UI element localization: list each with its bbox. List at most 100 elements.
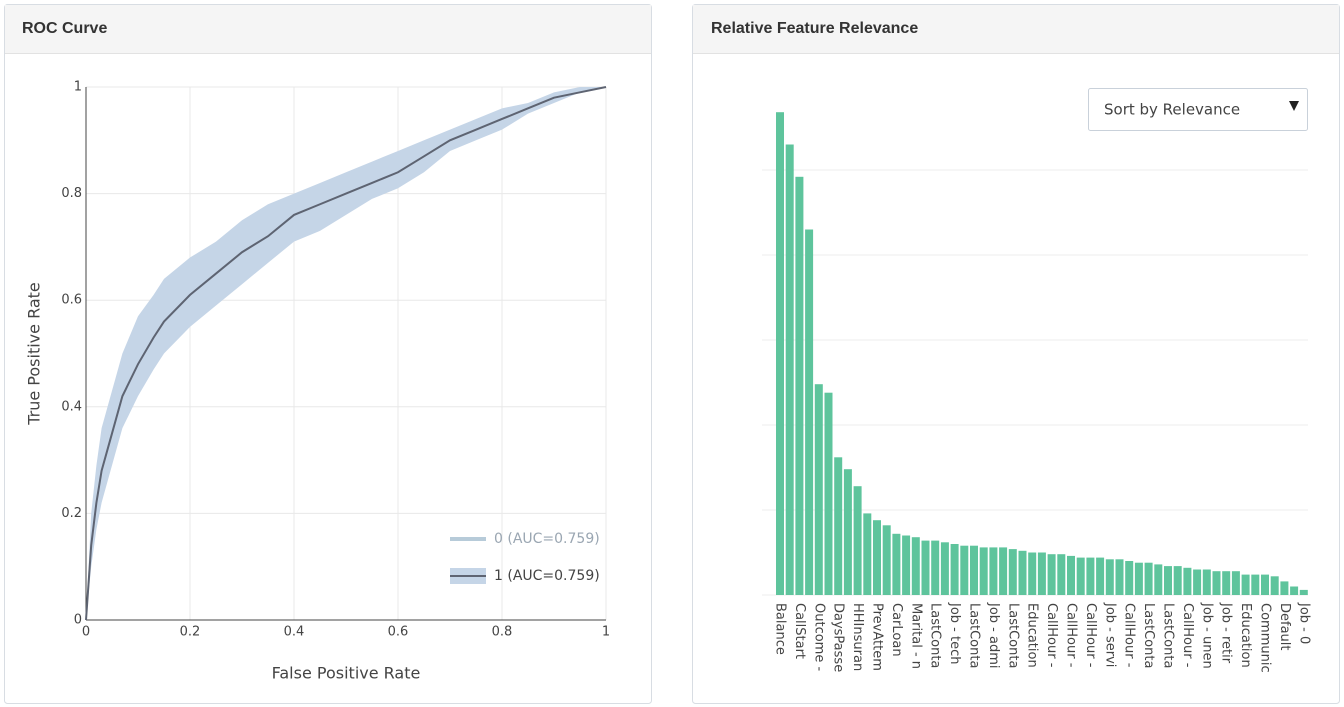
bar xyxy=(824,392,833,595)
x-tick-label: Job - 0 xyxy=(1296,602,1311,644)
bar xyxy=(1037,552,1046,595)
x-tick-label: Education xyxy=(1238,603,1253,668)
x-tick-label: 0.6 xyxy=(388,625,409,640)
bar xyxy=(1173,566,1182,595)
bar xyxy=(1183,567,1192,595)
bar xyxy=(882,525,891,595)
bar xyxy=(1076,557,1085,595)
sort-dropdown[interactable]: Sort by Relevance xyxy=(1088,88,1308,131)
bar xyxy=(902,535,911,595)
bar xyxy=(1134,562,1143,595)
legend-label: 0 (AUC=0.759) xyxy=(494,531,600,547)
bar xyxy=(853,486,862,595)
x-tick-label: Outcome - xyxy=(811,603,826,671)
x-tick-label: CallHour - xyxy=(1083,603,1098,668)
bar xyxy=(814,384,823,595)
bar xyxy=(911,537,920,595)
panel-header xyxy=(693,5,1339,53)
bar xyxy=(1115,559,1124,595)
bar xyxy=(999,547,1008,595)
x-tick-label: 0.2 xyxy=(180,625,201,640)
panel-header xyxy=(5,5,651,53)
bar xyxy=(892,533,901,595)
roc-chart: 0 0.2 0.4 0.6 0.8 1 0 0.2 0.4 0.6 0.8 1 False Positi… xyxy=(25,80,611,683)
bar xyxy=(863,513,872,595)
x-tick-label: Marital - n xyxy=(908,603,923,669)
y-tick-label: 0.2 xyxy=(61,506,82,521)
x-tick-label: LastConta xyxy=(1161,603,1176,668)
x-tick-label: Job - tech xyxy=(947,602,962,664)
bar xyxy=(960,545,969,595)
panel-title: ROC Curve xyxy=(22,20,107,37)
bar xyxy=(989,547,998,595)
dropdown-arrow[interactable] xyxy=(1289,101,1299,111)
bar xyxy=(1125,561,1134,595)
bar xyxy=(1231,571,1240,595)
bar xyxy=(1057,554,1066,595)
bar xyxy=(1222,571,1231,595)
bar xyxy=(834,457,843,595)
bar xyxy=(1202,569,1211,595)
bar xyxy=(843,469,852,595)
bar xyxy=(1251,574,1260,595)
x-tick-label: Education xyxy=(1025,603,1040,668)
bar xyxy=(805,229,814,595)
x-tick-label: CallHour - xyxy=(1180,603,1195,668)
x-tick-label: LastConta xyxy=(1141,603,1156,668)
bar-chart: Balance CallStart Outcome - DaysPasse HHInsu… xyxy=(762,112,1311,673)
x-tick-label: CallHour - xyxy=(1122,603,1137,668)
bar xyxy=(1086,557,1095,595)
x-tick-label: 0.4 xyxy=(284,625,305,640)
bar xyxy=(1241,574,1250,595)
bar xyxy=(1018,550,1027,595)
panel xyxy=(4,4,652,704)
y-tick-label: 0.4 xyxy=(61,399,82,414)
y-tick-label: 0.6 xyxy=(61,293,82,308)
x-tick-label: Job - retir xyxy=(1219,602,1234,664)
bar xyxy=(1008,549,1017,595)
bar xyxy=(795,176,804,596)
bar xyxy=(1164,566,1172,595)
x-tick-label: Balance xyxy=(773,603,788,655)
x-tick-label: LastConta xyxy=(967,603,982,668)
y-axis-title: True Positive Rate xyxy=(25,282,44,426)
bar xyxy=(1212,571,1221,595)
x-tick-label: PrevAttem xyxy=(870,603,885,671)
x-tick-label: HHInsuran xyxy=(850,603,865,671)
bar xyxy=(1028,552,1037,595)
x-tick-label: Communic xyxy=(1258,603,1273,673)
bar xyxy=(931,540,940,595)
x-tick-label: 0.8 xyxy=(492,625,513,640)
x-tick-label: CarLoan xyxy=(889,603,904,657)
bar xyxy=(785,144,794,595)
bar xyxy=(1261,574,1269,595)
bar xyxy=(1280,581,1289,595)
x-tick-label: CallStart xyxy=(792,603,807,659)
x-axis-title: False Positive Rate xyxy=(272,664,421,683)
bar xyxy=(979,547,988,595)
x-tick-label: 0 xyxy=(82,625,90,640)
bar xyxy=(1193,569,1202,595)
bar xyxy=(1270,576,1279,595)
x-tick-label: Job - servi xyxy=(1102,602,1117,667)
bar xyxy=(1144,562,1153,595)
bar xyxy=(970,545,978,595)
x-tick-label: LastConta xyxy=(928,603,943,668)
roc-line xyxy=(85,86,607,621)
x-tick-label: 1 xyxy=(602,625,610,640)
bar xyxy=(1290,586,1299,595)
bar xyxy=(1105,559,1114,595)
bar xyxy=(1047,554,1056,595)
dropdown-label[interactable]: Sort by Relevance xyxy=(1104,101,1240,119)
x-tick-label: CallHour - xyxy=(1044,603,1059,668)
dropdown-box[interactable] xyxy=(1088,88,1308,131)
legend-label: 1 (AUC=0.759) xyxy=(494,568,600,584)
bar xyxy=(950,544,959,595)
bar xyxy=(1299,589,1308,595)
bar xyxy=(1067,555,1075,595)
y-tick-label: 0 xyxy=(74,613,82,628)
y-tick-label: 0.8 xyxy=(61,186,82,201)
x-tick-label: LastConta xyxy=(1005,603,1020,668)
bar xyxy=(776,112,784,595)
